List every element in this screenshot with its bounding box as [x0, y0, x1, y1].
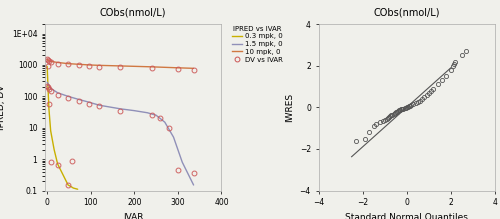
- Title: CObs(nmol/L): CObs(nmol/L): [100, 8, 166, 18]
- Legend: 0.3 mpk, 0, 1.5 mpk, 0, 10 mpk, 0, DV vs IVAR: 0.3 mpk, 0, 1.5 mpk, 0, 10 mpk, 0, DV vs…: [230, 24, 284, 64]
- X-axis label: Standard Normal Quantiles: Standard Normal Quantiles: [346, 213, 468, 219]
- Y-axis label: IWRES: IWRES: [285, 93, 294, 122]
- Title: CObs(nmol/L): CObs(nmol/L): [374, 8, 440, 18]
- Y-axis label: IPRED, DV: IPRED, DV: [0, 85, 6, 130]
- X-axis label: IVAR: IVAR: [123, 213, 144, 219]
